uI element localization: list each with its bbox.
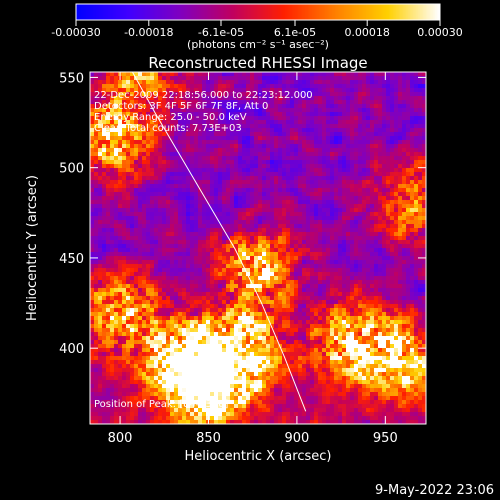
chart-title: Reconstructed RHESSI Image — [148, 54, 367, 72]
x-tick-label: 950 — [373, 431, 398, 446]
axes: 800 850 900 950 400 450 500 550 — [59, 71, 427, 446]
x-axis-label: Heliocentric X (arcsec) — [185, 449, 332, 464]
date-stamp: 9-May-2022 23:06 — [375, 483, 494, 498]
heatmap-image — [90, 72, 426, 424]
colorbar-gradient — [76, 4, 440, 20]
colorbar-tick-label: 6.1e-05 — [274, 26, 316, 39]
colorbar-tick-label: 0.00018 — [344, 26, 390, 39]
colorbar-unit-label: (photons cm⁻² s⁻¹ asec⁻²) — [187, 38, 329, 51]
colorbar-tick-label: 0.00030 — [417, 26, 463, 39]
solar-limb-curve — [132, 71, 307, 412]
annotation-line: Detectors: 3F 4F 5F 6F 7F 8F, Att 0 — [94, 101, 268, 112]
annotation-line: Energy Range: 25.0 - 50.0 keV — [94, 112, 247, 123]
y-axis-label: Heliocentric Y (arcsec) — [25, 175, 40, 321]
y-tick-label: 450 — [59, 252, 84, 267]
plot-frame — [89, 71, 427, 425]
colorbar-frame — [75, 3, 441, 21]
peak-position-label: Position of Peak: [844,366] — [94, 399, 228, 410]
x-tick-label: 800 — [108, 431, 133, 446]
y-tick-label: 500 — [59, 162, 84, 177]
y-tick-label: 550 — [59, 71, 84, 86]
x-tick-label: 900 — [284, 431, 309, 446]
colorbar-tick-label: -0.00018 — [124, 26, 173, 39]
annotation-line: Clean Total counts: 7.73E+03 — [94, 123, 242, 134]
colorbar-axis: -0.00030 -0.00018 -6.1e-05 6.1e-05 0.00018 0.… — [51, 3, 463, 39]
annotation-block: 22-Dec-2009 22:18:56.000 to 22:23:12.000… — [94, 90, 313, 410]
colorbar-tick-label: -0.00030 — [51, 26, 100, 39]
annotation-line: 22-Dec-2009 22:18:56.000 to 22:23:12.000 — [94, 90, 313, 101]
colorbar-tick-label: -6.1e-05 — [198, 26, 244, 39]
x-tick-label: 850 — [196, 431, 221, 446]
y-tick-label: 400 — [59, 342, 84, 357]
